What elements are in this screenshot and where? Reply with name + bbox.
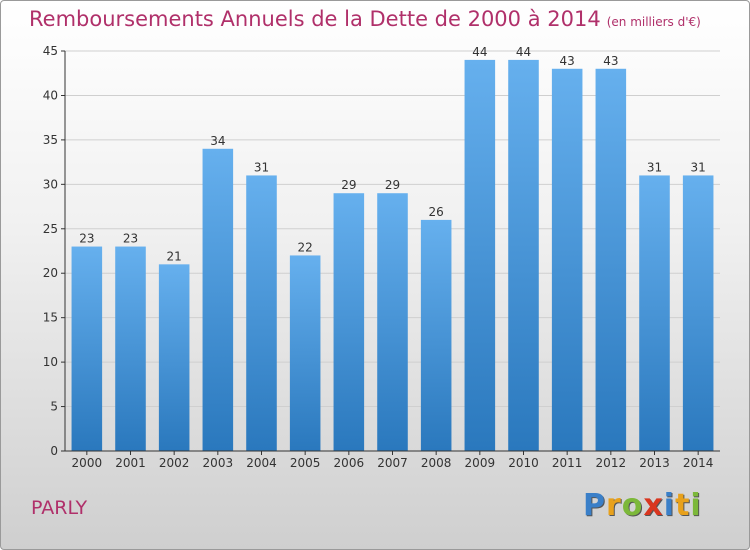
x-tick-label: 2008	[421, 456, 452, 470]
y-tick-label: 25	[43, 222, 58, 236]
y-tick-label: 35	[43, 133, 58, 147]
x-tick-label: 2014	[683, 456, 714, 470]
x-tick-label: 2001	[115, 456, 146, 470]
logo-letter: r	[606, 488, 622, 523]
bar-value-label: 34	[210, 134, 225, 148]
bar-2002	[158, 264, 190, 451]
bar-2001	[115, 246, 146, 451]
bar-value-label: 31	[647, 160, 662, 174]
logo-letter: P	[583, 488, 606, 523]
bar-value-label: 29	[385, 178, 400, 192]
x-tick-label: 2000	[72, 456, 103, 470]
chart-title: Remboursements Annuels de la Dette de 20…	[29, 7, 701, 31]
axes: 0 5 10 15 20 25 30 35 40 45 2000 2001 2002 2003 2004 20…	[43, 44, 720, 470]
logo-letter: o	[621, 488, 644, 523]
logo-letter: x	[643, 488, 664, 523]
y-tick-label: 45	[43, 44, 58, 58]
bar-value-label: 31	[691, 160, 706, 174]
commune-name: PARLY	[31, 497, 88, 519]
bar-value-label: 23	[123, 232, 138, 246]
logo-letter: i	[690, 488, 702, 523]
bar-value-label: 44	[472, 45, 487, 59]
bar-value-label: 43	[560, 54, 575, 68]
chart-unit-label: (en milliers d'€)	[606, 15, 701, 29]
proxiti-logo: Proxiti	[583, 488, 702, 523]
bars: 23 23 21 34 31 22 29 29 26 44 44 43 43 31 31	[71, 45, 714, 452]
bar-2005	[289, 255, 321, 451]
bar-value-label: 21	[167, 249, 182, 263]
bar-2008	[420, 219, 452, 451]
y-tick-label: 30	[43, 177, 58, 191]
y-tick-label: 5	[50, 400, 58, 414]
bar-2004	[246, 175, 277, 451]
y-tick-label: 20	[43, 266, 58, 280]
bar-value-label: 43	[603, 54, 618, 68]
bar-2010	[508, 59, 539, 452]
bar-value-label: 44	[516, 45, 531, 59]
bar-value-label: 22	[298, 240, 313, 254]
x-tick-label: 2005	[290, 456, 321, 470]
y-tick-label: 40	[43, 88, 58, 102]
bar-2012	[595, 68, 627, 452]
x-tick-label: 2012	[596, 456, 627, 470]
logo-letter: i	[663, 488, 676, 523]
chart-title-text: Remboursements Annuels de la Dette de 20…	[29, 7, 601, 31]
x-tick-label: 2011	[552, 456, 583, 470]
x-tick-label: 2006	[334, 456, 365, 470]
x-tick-label: 2004	[246, 456, 277, 470]
bar-2009	[464, 59, 496, 452]
bar-2006	[333, 193, 365, 451]
x-tick-label: 2007	[377, 456, 408, 470]
x-tick-label: 2003	[203, 456, 234, 470]
bar-value-label: 23	[79, 232, 94, 246]
bar-value-label: 26	[429, 205, 444, 219]
bar-2014	[682, 175, 714, 451]
bar-2013	[639, 175, 670, 451]
x-tick-label: 2002	[159, 456, 190, 470]
x-tick-label: 2013	[639, 456, 670, 470]
bar-value-label: 31	[254, 160, 269, 174]
bar-2007	[377, 193, 408, 451]
y-tick-label: 0	[50, 444, 58, 458]
y-tick-label: 15	[43, 311, 58, 325]
bar-2000	[71, 246, 103, 451]
bar-value-label: 29	[341, 178, 356, 192]
x-tick-label: 2010	[508, 456, 539, 470]
logo-letter: t	[675, 488, 691, 523]
bar-2011	[551, 68, 583, 452]
y-tick-label: 10	[43, 355, 58, 369]
bar-2003	[202, 148, 234, 451]
x-tick-label: 2009	[465, 456, 496, 470]
